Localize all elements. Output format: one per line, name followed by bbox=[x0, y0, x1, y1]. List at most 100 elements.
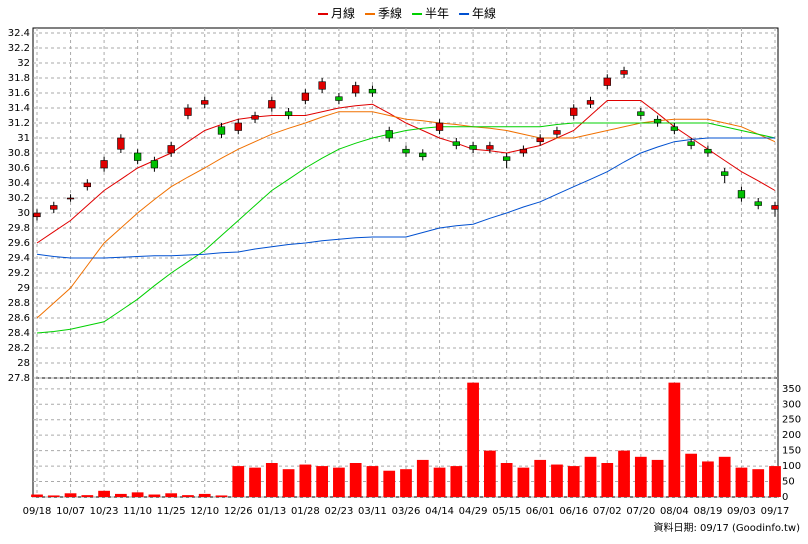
candle-body bbox=[637, 111, 645, 116]
y-tick-label: 31.8 bbox=[8, 73, 30, 84]
x-tick-label: 02/23 bbox=[324, 506, 353, 517]
x-tick-label: 09/18 bbox=[23, 506, 52, 517]
candle-body bbox=[419, 152, 427, 158]
volume-bar bbox=[467, 382, 479, 497]
candle-body bbox=[117, 137, 125, 150]
ma-line bbox=[36, 122, 776, 334]
candle-body bbox=[100, 160, 108, 169]
candle-body bbox=[536, 137, 544, 143]
x-tick-label: 03/26 bbox=[392, 506, 421, 517]
x-tick-label: 06/16 bbox=[559, 506, 588, 517]
x-tick-label: 07/02 bbox=[593, 506, 622, 517]
candle-body bbox=[83, 182, 91, 188]
candle-body bbox=[603, 77, 611, 86]
volume-bar bbox=[299, 464, 312, 497]
candle-body bbox=[301, 92, 310, 101]
volume-bar bbox=[634, 456, 647, 497]
candle-body bbox=[670, 126, 679, 131]
candle-body bbox=[570, 107, 578, 116]
volume-bar bbox=[584, 456, 597, 497]
y2-tick-label: 100 bbox=[782, 461, 801, 472]
candle-body bbox=[133, 152, 142, 161]
volume-bar bbox=[651, 459, 664, 497]
volume-bar bbox=[718, 456, 731, 497]
candle-body bbox=[284, 111, 293, 116]
x-tick-label: 08/19 bbox=[693, 506, 722, 517]
volume-bar bbox=[500, 463, 513, 497]
candle-body bbox=[385, 130, 393, 139]
y-tick-label: 28 bbox=[17, 358, 30, 369]
candle-body bbox=[452, 141, 460, 146]
volume-bar bbox=[81, 495, 94, 497]
y2-tick-label: 350 bbox=[782, 384, 801, 395]
candle-body bbox=[754, 201, 762, 206]
legend-label: 半年 bbox=[425, 7, 449, 21]
candle-body bbox=[737, 190, 746, 199]
y-tick-label: 32.4 bbox=[8, 28, 30, 39]
x-tick-label: 10/07 bbox=[56, 506, 85, 517]
x-tick-label: 11/10 bbox=[123, 506, 152, 517]
volume-bar bbox=[232, 466, 245, 497]
candle-body bbox=[687, 141, 695, 146]
legend-label: 月線 bbox=[331, 6, 355, 21]
x-tick-label: 10/23 bbox=[90, 506, 119, 517]
y-tick-label: 27.8 bbox=[8, 373, 30, 384]
x-tick-label: 09/03 bbox=[727, 506, 756, 517]
y-tick-label: 30.4 bbox=[8, 178, 30, 189]
y-tick-label: 30.8 bbox=[8, 148, 30, 159]
volume-bar bbox=[517, 467, 530, 497]
y-tick-label: 31.2 bbox=[8, 118, 30, 129]
y2-tick-label: 250 bbox=[782, 415, 801, 426]
ma-line bbox=[36, 100, 776, 244]
candle-body bbox=[653, 118, 662, 124]
candle-body bbox=[66, 197, 75, 200]
y-tick-label: 32.2 bbox=[8, 43, 30, 54]
candle-body bbox=[217, 126, 226, 135]
candle-body bbox=[268, 100, 276, 109]
y2-tick-label: 300 bbox=[782, 399, 801, 410]
volume-bar bbox=[148, 494, 161, 497]
y-tick-label: 32 bbox=[17, 58, 30, 69]
candle-body bbox=[553, 130, 561, 135]
candle-body bbox=[150, 160, 159, 169]
volume-bar bbox=[601, 463, 614, 497]
x-tick-label: 08/04 bbox=[660, 506, 689, 517]
volume-bar bbox=[31, 494, 43, 497]
candle-body bbox=[771, 205, 779, 210]
x-tick-label: 04/29 bbox=[459, 506, 488, 517]
candle-body bbox=[234, 122, 242, 131]
y-tick-label: 31.6 bbox=[8, 88, 30, 99]
volume-bar bbox=[567, 466, 580, 497]
y2-tick-label: 50 bbox=[782, 477, 795, 488]
volume-bar bbox=[215, 495, 228, 497]
candle-body bbox=[50, 205, 58, 210]
x-tick-label: 04/14 bbox=[425, 506, 454, 517]
y-tick-label: 31.4 bbox=[8, 103, 30, 114]
candle-body bbox=[167, 145, 175, 154]
candle-body bbox=[469, 145, 477, 150]
x-tick-label: 01/28 bbox=[291, 506, 320, 517]
candle-body bbox=[352, 85, 360, 94]
volume-bar bbox=[131, 492, 144, 497]
y2-tick-label: 200 bbox=[782, 430, 801, 441]
volume-bar bbox=[64, 493, 77, 497]
candle-body bbox=[620, 70, 628, 75]
x-tick-label: 12/10 bbox=[190, 506, 219, 517]
y2-tick-label: 0 bbox=[782, 492, 788, 503]
volume-bar bbox=[702, 461, 714, 497]
candle-body bbox=[402, 148, 410, 154]
x-tick-label: 07/20 bbox=[626, 506, 655, 517]
volume-bar bbox=[618, 450, 630, 497]
y-tick-label: 30.2 bbox=[8, 193, 30, 204]
candle-body bbox=[519, 148, 528, 154]
x-tick-label: 01/13 bbox=[257, 506, 286, 517]
x-tick-label: 06/01 bbox=[526, 506, 555, 517]
candle-body bbox=[33, 212, 41, 218]
volume-bar bbox=[333, 467, 345, 497]
y-tick-label: 30.6 bbox=[8, 163, 30, 174]
volume-bar bbox=[47, 495, 60, 497]
y-tick-label: 29.2 bbox=[8, 268, 30, 279]
volume-bar bbox=[668, 382, 681, 497]
candle-body bbox=[704, 148, 712, 154]
volume-bar bbox=[483, 450, 496, 497]
